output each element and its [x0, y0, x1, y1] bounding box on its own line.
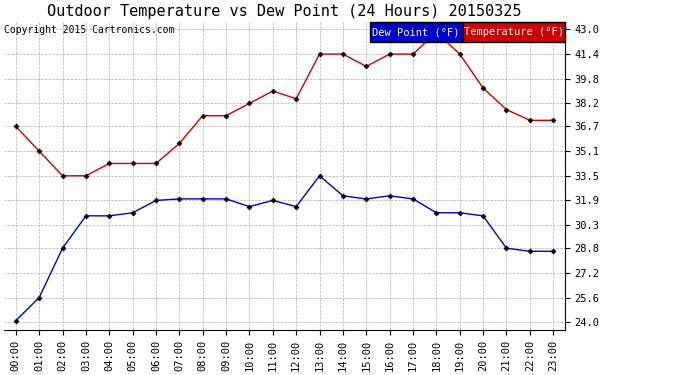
- Text: Copyright 2015 Cartronics.com: Copyright 2015 Cartronics.com: [4, 26, 175, 36]
- Title: Outdoor Temperature vs Dew Point (24 Hours) 20150325: Outdoor Temperature vs Dew Point (24 Hou…: [47, 4, 522, 19]
- Text: Temperature (°F): Temperature (°F): [464, 27, 564, 37]
- Text: Dew Point (°F): Dew Point (°F): [373, 27, 460, 37]
